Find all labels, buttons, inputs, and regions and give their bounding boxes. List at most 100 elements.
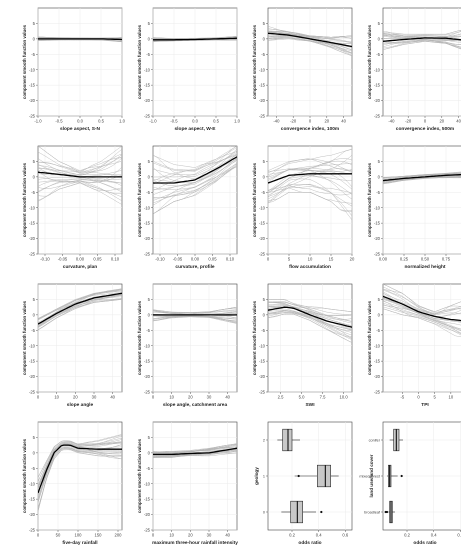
chart-panel-6: 5 0 -5 -10 -15 -20 -25 -0.10 -0.05 0.00 0.05 0.10 co… bbox=[137, 145, 238, 270]
bootstrap-curve bbox=[268, 301, 352, 317]
plot-area bbox=[152, 283, 238, 393]
mean-smooth-line bbox=[38, 292, 122, 325]
x-tick-label: 0 bbox=[417, 395, 420, 400]
x-tick-label: 5 bbox=[288, 257, 291, 262]
bootstrap-curve bbox=[153, 147, 237, 172]
bootstrap-curve bbox=[383, 306, 461, 336]
y-axis-label: component smooth function values bbox=[252, 24, 257, 99]
x-tick-label: 0.5 bbox=[98, 119, 104, 124]
y-tick-label: 0 bbox=[33, 312, 36, 317]
bootstrap-curve bbox=[268, 26, 352, 39]
bootstrap-curves bbox=[383, 284, 461, 338]
x-tick-label: 200 bbox=[115, 533, 123, 538]
bootstrap-curve bbox=[153, 156, 237, 190]
bootstrap-curve bbox=[153, 163, 237, 201]
y-tick-label: -20 bbox=[144, 98, 151, 103]
y-axis-label: component smooth function values bbox=[22, 438, 27, 513]
bootstrap-curve bbox=[383, 39, 461, 43]
x-axis-label: flow accumulation bbox=[289, 264, 331, 270]
bootstrap-curve bbox=[383, 41, 461, 50]
y-tick-label: -10 bbox=[29, 343, 36, 348]
bootstrap-curve bbox=[268, 187, 352, 212]
bootstrap-curve bbox=[38, 146, 122, 173]
x-tick-label: -0.5 bbox=[55, 119, 63, 124]
y-tick-label: 0 bbox=[33, 36, 36, 41]
y-tick-label: -20 bbox=[144, 236, 151, 241]
bootstrap-curve bbox=[268, 158, 352, 192]
x-tick-label: 40 bbox=[456, 119, 461, 124]
bootstrap-curve bbox=[153, 158, 237, 183]
bootstrap-curves bbox=[268, 299, 352, 343]
y-tick-label: -20 bbox=[259, 374, 266, 379]
bootstrap-curve bbox=[383, 171, 461, 178]
x-axis-label: SWI bbox=[305, 402, 315, 408]
y-tick-label: -20 bbox=[144, 512, 151, 517]
y-tick-label: -15 bbox=[374, 221, 381, 226]
x-tick-label: 0.00 bbox=[379, 257, 388, 262]
x-tick-label: 40 bbox=[341, 119, 346, 124]
x-tick-label: 7.5 bbox=[320, 395, 326, 400]
y-tick-label: 0 bbox=[148, 450, 151, 455]
bootstrap-curve bbox=[268, 36, 352, 56]
y-tick-label: -25 bbox=[29, 390, 36, 395]
x-tick-label: 10 bbox=[54, 395, 59, 400]
y-tick-label: -5 bbox=[376, 52, 380, 57]
x-tick-label: 0.00 bbox=[76, 257, 85, 262]
x-axis-label: maximum three-hour rainfall intensity bbox=[152, 540, 238, 546]
x-tick-label: 0.0 bbox=[77, 119, 83, 124]
y-axis-label: component smooth function values bbox=[22, 162, 27, 237]
box-2 bbox=[277, 428, 300, 452]
bootstrap-curve bbox=[268, 183, 352, 217]
y-tick-label: -20 bbox=[374, 98, 381, 103]
x-tick-label: 0.4 bbox=[316, 533, 322, 538]
y-tick-label: -5 bbox=[146, 52, 150, 57]
chart-panel-12: 5 0 -5 -10 -15 -20 -25 -5 0 5 10 component smooth f… bbox=[367, 283, 461, 408]
bootstrap-curve bbox=[38, 295, 122, 326]
bootstrap-curve bbox=[383, 297, 461, 330]
x-axis-label: slope aspect, W-E bbox=[175, 126, 217, 132]
y-tick-label: -10 bbox=[259, 67, 266, 72]
bootstrap-curve bbox=[383, 284, 461, 313]
y-tick-label: -5 bbox=[261, 190, 265, 195]
y-tick-label: -15 bbox=[259, 221, 266, 226]
y-tick-label: -25 bbox=[144, 528, 151, 533]
y-axis-label: component smooth function values bbox=[137, 24, 142, 99]
y-tick-label: -25 bbox=[29, 114, 36, 119]
y-tick-label: 0 bbox=[378, 174, 381, 179]
chart-panel-2: 5 0 -5 -10 -15 -20 -25-1.0 -0.5 0.0 0.5 1.0 compone… bbox=[137, 7, 241, 132]
y-tick-label: 0 bbox=[378, 36, 381, 41]
chart-panel-8: 50-5-10-15-20-250.000.250.500.751.00comp… bbox=[367, 145, 461, 270]
bootstrap-curve bbox=[38, 177, 122, 184]
y-tick-label: 0 bbox=[148, 36, 151, 41]
y-axis-label: component smooth function values bbox=[367, 162, 372, 237]
y-axis-label: component smooth function values bbox=[252, 162, 257, 237]
bootstrap-curve bbox=[38, 437, 122, 482]
y-axis-label: geology bbox=[254, 467, 259, 485]
x-tick-label: 0.50 bbox=[421, 257, 430, 262]
bootstrap-curves bbox=[268, 148, 352, 221]
chart-panel-11: 5 0 -5 -10 -15 -20 -25 2.5 5.0 7.5 10.0 component s… bbox=[252, 283, 353, 408]
y-tick-label: 0 bbox=[263, 312, 266, 317]
bootstrap-curves bbox=[153, 146, 237, 215]
y-tick-label: -25 bbox=[144, 390, 151, 395]
x-tick-label: -0.10 bbox=[155, 257, 165, 262]
y-tick-label: -25 bbox=[259, 252, 266, 257]
bootstrap-curves bbox=[383, 30, 461, 50]
x-tick-label: -0.05 bbox=[58, 257, 68, 262]
plot-area bbox=[152, 421, 238, 531]
y-tick-label: -5 bbox=[31, 52, 35, 57]
y-tick-label: conifer bbox=[369, 439, 381, 443]
x-tick-label: 15 bbox=[329, 257, 334, 262]
mean-smooth-line bbox=[153, 37, 237, 41]
y-tick-label: -5 bbox=[31, 190, 35, 195]
y-tick-label: -25 bbox=[29, 528, 36, 533]
x-tick-label: 0.0 bbox=[192, 119, 198, 124]
y-tick-label: -5 bbox=[146, 328, 150, 333]
y-tick-label: 1 bbox=[263, 475, 265, 479]
bootstrap-curve bbox=[268, 301, 352, 322]
y-axis-label: component smooth function values bbox=[137, 162, 142, 237]
y-tick-label: -15 bbox=[144, 83, 151, 88]
x-tick-label: 30 bbox=[207, 533, 212, 538]
